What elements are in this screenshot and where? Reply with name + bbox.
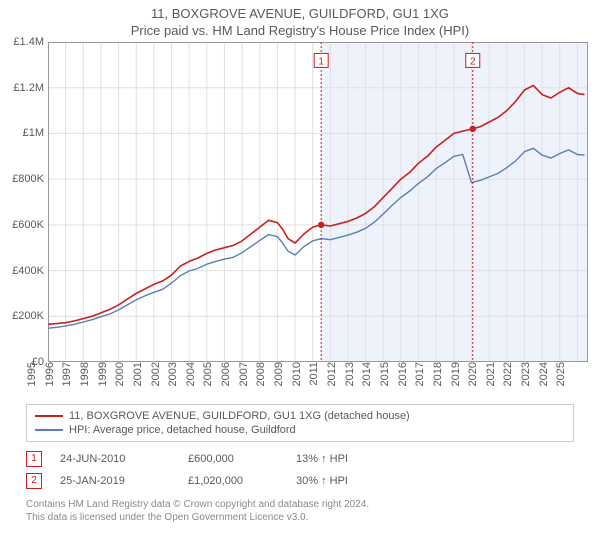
y-tick-label: £800K	[0, 173, 44, 185]
y-tick-label: £200K	[0, 310, 44, 322]
legend-label: 11, BOXGROVE AVENUE, GUILDFORD, GU1 1XG …	[69, 410, 410, 422]
sale-date: 25-JAN-2019	[60, 475, 170, 487]
sale-row: 2 25-JAN-2019 £1,020,000 30% ↑ HPI	[26, 470, 574, 492]
y-tick-label: £1.4M	[0, 36, 44, 48]
chart-title: 11, BOXGROVE AVENUE, GUILDFORD, GU1 1XG	[0, 0, 600, 21]
chart-subtitle: Price paid vs. HM Land Registry's House …	[0, 21, 600, 42]
legend: 11, BOXGROVE AVENUE, GUILDFORD, GU1 1XG …	[26, 404, 574, 442]
sale-diff: 13% ↑ HPI	[296, 453, 386, 465]
sale-price: £1,020,000	[188, 475, 278, 487]
x-axis-ticks: 1995199619971998199920002001200220032004…	[48, 362, 588, 400]
svg-text:1: 1	[318, 56, 324, 67]
legend-item: HPI: Average price, detached house, Guil…	[35, 423, 565, 437]
sale-marker: 2	[26, 473, 42, 489]
x-tick-label: 2025	[555, 362, 599, 386]
sales-table: 1 24-JUN-2010 £600,000 13% ↑ HPI 2 25-JAN-201…	[26, 448, 574, 492]
svg-text:2: 2	[470, 56, 476, 67]
sale-diff: 30% ↑ HPI	[296, 475, 386, 487]
y-tick-label: £600K	[0, 219, 44, 231]
sale-row: 1 24-JUN-2010 £600,000 13% ↑ HPI	[26, 448, 574, 470]
sale-date: 24-JUN-2010	[60, 453, 170, 465]
chart-area: 12 £0£200K£400K£600K£800K£1M£1.2M£1.4M	[48, 42, 588, 362]
footer-line-2: This data is licensed under the Open Gov…	[26, 511, 574, 524]
y-tick-label: £1M	[0, 127, 44, 139]
legend-label: HPI: Average price, detached house, Guil…	[69, 424, 296, 436]
y-tick-label: £400K	[0, 265, 44, 277]
chart-svg: 12	[48, 42, 588, 362]
legend-swatch	[35, 415, 63, 417]
sale-price: £600,000	[188, 453, 278, 465]
sale-marker: 1	[26, 451, 42, 467]
y-tick-label: £1.2M	[0, 82, 44, 94]
legend-swatch	[35, 429, 63, 431]
footer-line-1: Contains HM Land Registry data © Crown c…	[26, 498, 574, 511]
footer-attribution: Contains HM Land Registry data © Crown c…	[26, 498, 574, 524]
legend-item: 11, BOXGROVE AVENUE, GUILDFORD, GU1 1XG …	[35, 409, 565, 423]
